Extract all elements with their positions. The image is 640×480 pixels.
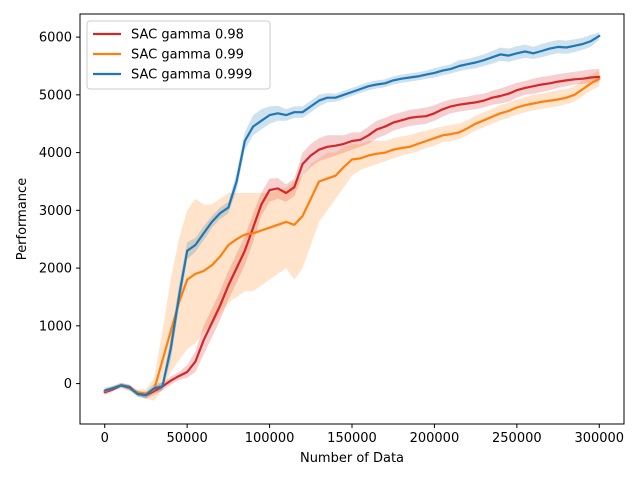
x-tick-label: 50000 xyxy=(166,431,207,446)
y-tick-label: 6000 xyxy=(39,31,72,46)
legend-entry-1: SAC gamma 0.99 xyxy=(131,48,244,63)
x-tick-label: 250000 xyxy=(492,431,542,446)
x-axis-ticks: 0 50000 100000 150000 200000 250000 300000 xyxy=(101,424,624,446)
y-tick-label: 4000 xyxy=(39,146,72,161)
legend: SAC gamma 0.98 SAC gamma 0.99 SAC gamma 0.… xyxy=(86,20,271,90)
y-tick-label: 1000 xyxy=(39,319,72,334)
x-tick-label: 100000 xyxy=(245,431,295,446)
y-tick-label: 0 xyxy=(64,377,72,392)
legend-entry-2: SAC gamma 0.999 xyxy=(131,68,252,83)
series-band-0 xyxy=(104,68,600,399)
y-tick-label: 3000 xyxy=(39,204,72,219)
y-axis-ticks: 0 1000 2000 3000 4000 5000 6000 xyxy=(39,31,80,392)
y-axis-label: Performance xyxy=(15,178,30,260)
legend-box xyxy=(86,20,271,90)
x-tick-label: 150000 xyxy=(327,431,377,446)
series-line-2 xyxy=(103,34,601,397)
x-axis-label: Number of Data xyxy=(300,451,404,466)
series-band-1 xyxy=(104,70,600,401)
x-tick-label: 200000 xyxy=(410,431,460,446)
x-tick-label: 300000 xyxy=(574,431,624,446)
series-line-1 xyxy=(103,77,601,396)
confidence-bands xyxy=(104,32,600,401)
x-tick-label: 0 xyxy=(101,431,109,446)
legend-entry-0: SAC gamma 0.98 xyxy=(131,28,244,43)
series-lines xyxy=(103,34,601,397)
y-tick-label: 5000 xyxy=(39,88,72,103)
y-tick-label: 2000 xyxy=(39,262,72,277)
series-line-0 xyxy=(103,75,601,397)
